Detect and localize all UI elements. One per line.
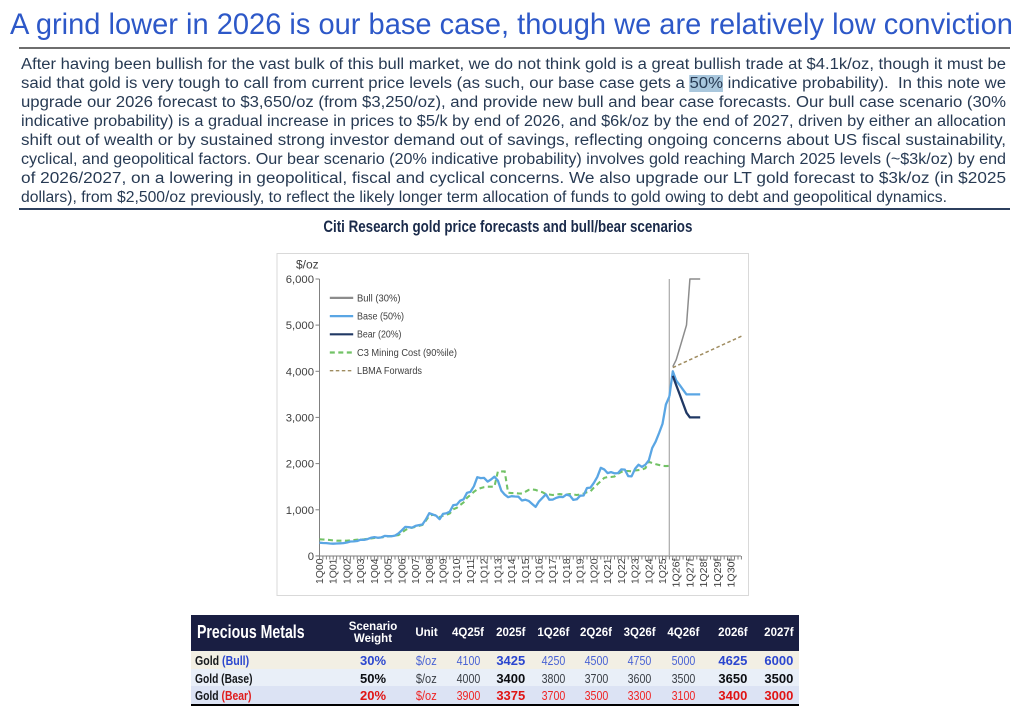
- svg-text:1,000: 1,000: [286, 505, 314, 517]
- svg-text:1Q10: 1Q10: [452, 558, 463, 584]
- svg-text:1Q13: 1Q13: [493, 558, 504, 584]
- svg-text:1Q28f: 1Q28f: [699, 558, 710, 587]
- svg-text:1Q15: 1Q15: [521, 558, 532, 584]
- svg-text:2,000: 2,000: [286, 459, 314, 471]
- svg-text:1Q30f: 1Q30f: [727, 558, 738, 587]
- svg-text:1Q25: 1Q25: [658, 558, 669, 584]
- svg-text:5,000: 5,000: [286, 320, 314, 332]
- svg-text:1Q26f: 1Q26f: [672, 558, 683, 587]
- svg-text:1Q20: 1Q20: [589, 558, 600, 584]
- svg-text:1Q11: 1Q11: [466, 558, 477, 584]
- svg-text:1Q08: 1Q08: [425, 558, 436, 584]
- svg-text:1Q00: 1Q00: [315, 558, 326, 584]
- svg-text:LBMA Forwards: LBMA Forwards: [357, 366, 422, 377]
- svg-text:1Q19: 1Q19: [576, 558, 587, 584]
- svg-text:1Q23: 1Q23: [631, 558, 642, 584]
- svg-text:6,000: 6,000: [286, 274, 314, 286]
- svg-text:1Q12: 1Q12: [480, 558, 491, 584]
- svg-text:1Q21: 1Q21: [603, 558, 614, 584]
- svg-text:1Q01: 1Q01: [329, 558, 340, 584]
- svg-text:1Q07: 1Q07: [411, 558, 422, 584]
- svg-text:1Q06: 1Q06: [397, 558, 408, 584]
- svg-text:1Q05: 1Q05: [384, 558, 395, 584]
- svg-text:3,000: 3,000: [286, 412, 314, 424]
- svg-text:1Q27f: 1Q27f: [685, 558, 696, 587]
- svg-text:1Q22: 1Q22: [617, 558, 628, 584]
- svg-text:1Q16: 1Q16: [535, 558, 546, 584]
- svg-text:Bull (30%): Bull (30%): [357, 293, 401, 304]
- svg-text:C3 Mining Cost (90%ile): C3 Mining Cost (90%ile): [357, 348, 457, 359]
- svg-text:1Q18: 1Q18: [562, 558, 573, 584]
- svg-text:4,000: 4,000: [286, 366, 314, 378]
- svg-text:1Q14: 1Q14: [507, 558, 518, 584]
- svg-text:1Q02: 1Q02: [342, 558, 353, 584]
- svg-text:1Q03: 1Q03: [356, 558, 367, 584]
- svg-text:0: 0: [308, 551, 314, 563]
- svg-text:$/oz: $/oz: [296, 258, 319, 272]
- svg-text:Bear (20%): Bear (20%): [357, 330, 402, 341]
- svg-text:1Q09: 1Q09: [439, 558, 450, 584]
- svg-text:1Q17: 1Q17: [548, 558, 559, 584]
- svg-text:1Q04: 1Q04: [370, 558, 381, 584]
- svg-text:Base (50%): Base (50%): [357, 312, 404, 323]
- svg-text:1Q29f: 1Q29f: [713, 558, 724, 587]
- svg-text:1Q24: 1Q24: [644, 558, 655, 584]
